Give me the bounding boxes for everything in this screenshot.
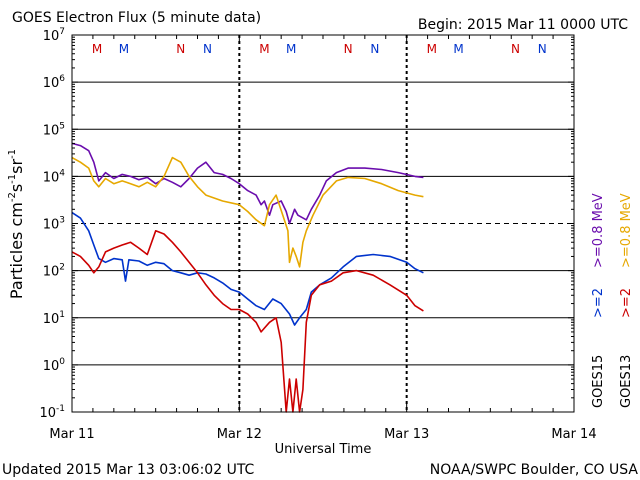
local-time-marker-11: N bbox=[538, 42, 547, 56]
day-marker-lines bbox=[238, 35, 408, 412]
y-tick-label-1: 100 bbox=[43, 357, 66, 374]
y-axis-ticks: 10-1 100 101 102 103 104 105 106 107 bbox=[39, 27, 574, 421]
x-tick-label-0: Mar 11 bbox=[49, 427, 94, 442]
local-time-marker-10: N bbox=[511, 42, 520, 56]
y-tick-label-0: 10-1 bbox=[39, 404, 65, 421]
updated-timestamp: Updated 2015 Mar 13 03:06:02 UTC bbox=[2, 462, 255, 478]
legend-goes13-2-mev: >=2 bbox=[619, 288, 634, 318]
local-time-marker-3: N bbox=[203, 42, 212, 56]
local-time-marker-9: M bbox=[453, 42, 463, 56]
local-time-marker-6: N bbox=[344, 42, 353, 56]
legend-goes15-2-mev: >=2 bbox=[591, 288, 606, 318]
y-axis-label-mid2: sr bbox=[7, 159, 26, 174]
chart-title: GOES Electron Flux (5 minute data) bbox=[12, 10, 261, 26]
series-line-3 bbox=[71, 230, 424, 413]
series-line-2 bbox=[71, 211, 424, 326]
local-time-marker-0: M bbox=[92, 42, 102, 56]
local-time-marker-4: M bbox=[259, 42, 269, 56]
legend-goes13-label: GOES13 bbox=[619, 355, 634, 408]
series-lines bbox=[71, 142, 424, 413]
local-time-marker-2: N bbox=[176, 42, 185, 56]
legend-goes15-label: GOES15 bbox=[591, 355, 606, 408]
y-axis-label-exp3: -1 bbox=[7, 149, 18, 159]
series-line-1 bbox=[71, 156, 424, 268]
series-line-0 bbox=[71, 142, 424, 225]
y-axis-label: Particles cm-2s-1sr-1 bbox=[7, 149, 26, 299]
x-tick-label-3: Mar 14 bbox=[551, 427, 596, 442]
local-time-marker-7: N bbox=[370, 42, 379, 56]
y-tick-label-3: 102 bbox=[43, 263, 65, 280]
y-tick-label-6: 105 bbox=[43, 121, 65, 138]
local-time-marker-5: M bbox=[286, 42, 296, 56]
legend: >=0.8 MeV >=0.8 MeV >=2 >=2 GOES15 GOES1… bbox=[591, 193, 634, 408]
x-axis-label: Universal Time bbox=[275, 442, 372, 457]
credit-line: NOAA/SWPC Boulder, CO USA bbox=[430, 462, 639, 478]
local-time-marker-1: M bbox=[119, 42, 129, 56]
begin-time: Begin: 2015 Mar 11 0000 UTC bbox=[418, 17, 628, 33]
x-axis-ticks: Mar 11 Mar 12 Mar 13 Mar 14 bbox=[49, 35, 597, 442]
y-axis-label-main: Particles cm bbox=[7, 202, 26, 299]
y-tick-label-5: 104 bbox=[43, 168, 66, 185]
legend-goes15-08-mev: >=0.8 MeV bbox=[591, 193, 606, 268]
y-tick-label-7: 106 bbox=[43, 74, 66, 91]
y-tick-label-8: 107 bbox=[43, 27, 65, 44]
x-tick-label-2: Mar 13 bbox=[384, 427, 429, 442]
y-tick-label-2: 101 bbox=[43, 310, 65, 327]
y-axis-label-exp2: -1 bbox=[7, 174, 18, 184]
y-axis-label-mid1: s bbox=[7, 184, 26, 192]
local-time-marker-8: M bbox=[427, 42, 437, 56]
y-tick-label-4: 103 bbox=[43, 216, 65, 233]
legend-goes13-08-mev: >=0.8 MeV bbox=[619, 193, 634, 268]
gridlines bbox=[72, 81, 574, 366]
x-tick-label-1: Mar 12 bbox=[217, 427, 262, 442]
y-axis-label-exp1: -2 bbox=[7, 192, 18, 202]
